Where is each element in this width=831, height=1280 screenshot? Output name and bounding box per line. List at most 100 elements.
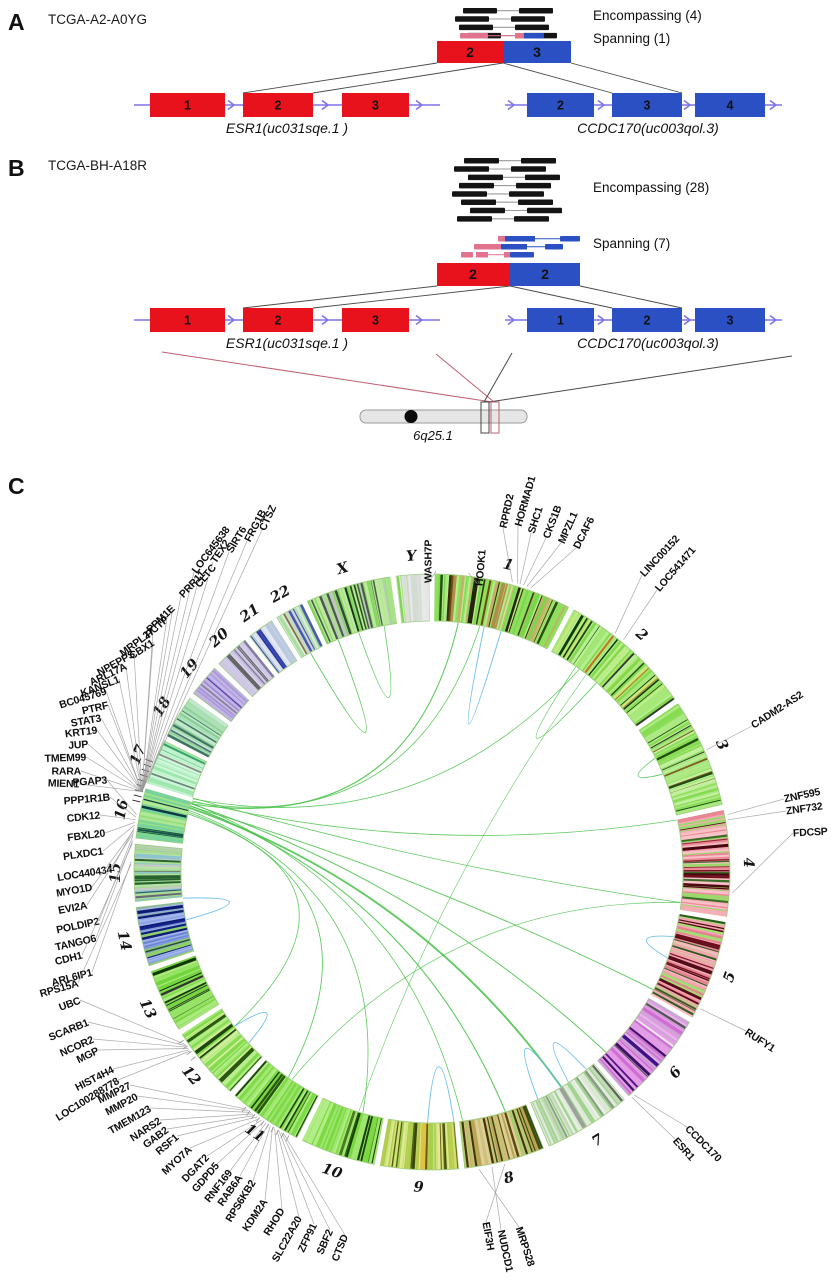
svg-text:1: 1 — [184, 99, 191, 113]
chromosome-number-10: 10 — [320, 1160, 345, 1183]
svg-text:4: 4 — [727, 99, 734, 113]
panel-a-fusion-exon-right — [503, 41, 571, 63]
chromosome-arc-4 — [677, 810, 731, 917]
chromosome-number-6: 6 — [666, 1063, 686, 1082]
chromosome-arc-X — [306, 576, 398, 645]
gene-label-CDK12: CDK12 — [66, 809, 101, 824]
chromosome-number-4: 4 — [740, 857, 757, 868]
gene-label-WASH7P: WASH7P — [423, 540, 435, 583]
gene-leader-line — [99, 814, 136, 821]
panel-b-encompassing-label: Encompassing (28) — [593, 180, 709, 195]
panel-b-fusion-exon-right — [510, 263, 580, 286]
gene-label-RARA: RARA — [51, 766, 81, 778]
gene-leader-line — [80, 770, 143, 792]
chromosome-number-Y: Y — [406, 547, 419, 565]
fusion-link — [188, 813, 300, 1027]
gene-label-UBC: UBC — [57, 995, 82, 1014]
chromosome-arc-8 — [459, 1104, 544, 1169]
gene-leader-line — [97, 1048, 189, 1051]
gene-leader-line — [98, 835, 134, 922]
gene-leader-line — [141, 641, 154, 792]
gene-leader-line — [634, 1094, 688, 1128]
panel-b-ccdc170-name: CCDC170(uc003qol.3) — [577, 335, 719, 351]
gene-leader-line — [189, 1118, 260, 1149]
gene-leader-line — [102, 824, 135, 852]
gene-leader-line — [283, 1133, 346, 1236]
gene-label-EIF3H: EIF3H — [480, 1221, 497, 1251]
fusion-link — [524, 1047, 562, 1100]
gene-leader-line — [86, 832, 134, 906]
chromosome-number-5: 5 — [720, 969, 739, 984]
chromosome-number-7: 7 — [589, 1131, 607, 1151]
chromosome-arc-16 — [135, 788, 192, 844]
ideogram-leader-red-2 — [435, 353, 495, 403]
gene-leader-line — [216, 1121, 264, 1165]
gene-leader-line — [141, 551, 230, 792]
chromosome-number-21: 21 — [236, 600, 263, 626]
gene-leader-line — [159, 1113, 254, 1121]
gene-leader-line — [478, 1169, 520, 1228]
fusion-link — [358, 626, 392, 698]
panel-a-fusion-exon-left — [437, 41, 503, 63]
chromosome-arc-2 — [551, 609, 676, 727]
chromosome-arc-17 — [147, 740, 208, 798]
circos-chromosome-numbers: 12345678910111213141516171819202122XY — [107, 547, 757, 1196]
panel-b-fusion-left-num: 2 — [469, 266, 477, 282]
fusion-link — [191, 626, 481, 808]
gene-label-EVI2A: EVI2A — [57, 899, 89, 916]
breakpoint-box-black — [480, 401, 490, 434]
chromosome-arc-11 — [234, 1059, 319, 1139]
gene-label-CADM2-AS2: CADM2-AS2 — [749, 689, 806, 732]
gene-label-NUDCD1: NUDCD1 — [495, 1229, 516, 1273]
panel-a-esr1-name: ESR1(uc031sqe.1 ) — [226, 120, 348, 136]
svg-text:2: 2 — [275, 99, 282, 113]
gene-leader-line — [264, 1127, 273, 1201]
gene-leader-line — [523, 537, 547, 586]
chromosome-number-2: 2 — [631, 624, 651, 644]
gene-leader-line — [117, 1050, 191, 1081]
gene-leader-line — [81, 843, 133, 956]
gene-leader-line — [176, 1116, 258, 1137]
fusion-link — [190, 622, 459, 809]
chromosome-ideogram: 6q25.1 — [161, 351, 793, 443]
svg-text:3: 3 — [727, 314, 734, 328]
gene-label-MIEN1: MIEN1 — [48, 777, 80, 790]
chromosome-arc-20 — [218, 639, 275, 698]
gene-label-JUP: JUP — [68, 738, 89, 751]
fusion-link — [189, 810, 369, 1113]
fusion-link — [192, 669, 580, 808]
chromosome-6-body — [359, 409, 528, 424]
gene-label-PGAP3: PGAP3 — [72, 774, 108, 788]
panel-b-spanning-reads — [461, 236, 580, 258]
gene-label-ZNF732: ZNF732 — [785, 800, 823, 817]
chromosome-number-3: 3 — [712, 737, 732, 753]
panel-a-fusion-right-num: 3 — [533, 44, 541, 60]
gene-label-STAT3: STAT3 — [70, 713, 103, 730]
gene-label-FBXL20: FBXL20 — [67, 827, 106, 844]
chromosome-arc-15 — [133, 843, 183, 902]
chromosome-number-13: 13 — [136, 996, 160, 1022]
gene-leader-line — [427, 570, 437, 584]
svg-text:3: 3 — [372, 99, 379, 113]
chromosome-number-1: 1 — [501, 555, 515, 574]
gene-leader-line — [85, 756, 143, 792]
panel-a-junction-lines — [242, 62, 683, 94]
chromosome-arc-7 — [530, 1063, 625, 1147]
gene-leader-line — [91, 829, 135, 888]
gene-leader-line — [166, 1115, 256, 1130]
gene-leader-line — [278, 1131, 315, 1225]
fusion-link — [637, 758, 663, 778]
chromosome-arc-10 — [301, 1097, 384, 1165]
panel-a-sample-id: TCGA-A2-A0YG — [48, 12, 147, 27]
gene-leader-line — [623, 589, 658, 640]
gene-leader-line — [700, 1008, 747, 1032]
chromosome-number-X: X — [334, 558, 351, 578]
gene-leader-line — [105, 690, 143, 792]
gene-leader-line — [118, 678, 143, 792]
gene-label-LOC440434: LOC440434 — [56, 864, 113, 885]
gene-leader-line — [92, 1038, 188, 1048]
chromosome-arc-18 — [166, 697, 229, 758]
panel-a-spanning-label: Spanning (1) — [593, 31, 670, 46]
chromosome-arc-13 — [150, 955, 220, 1030]
